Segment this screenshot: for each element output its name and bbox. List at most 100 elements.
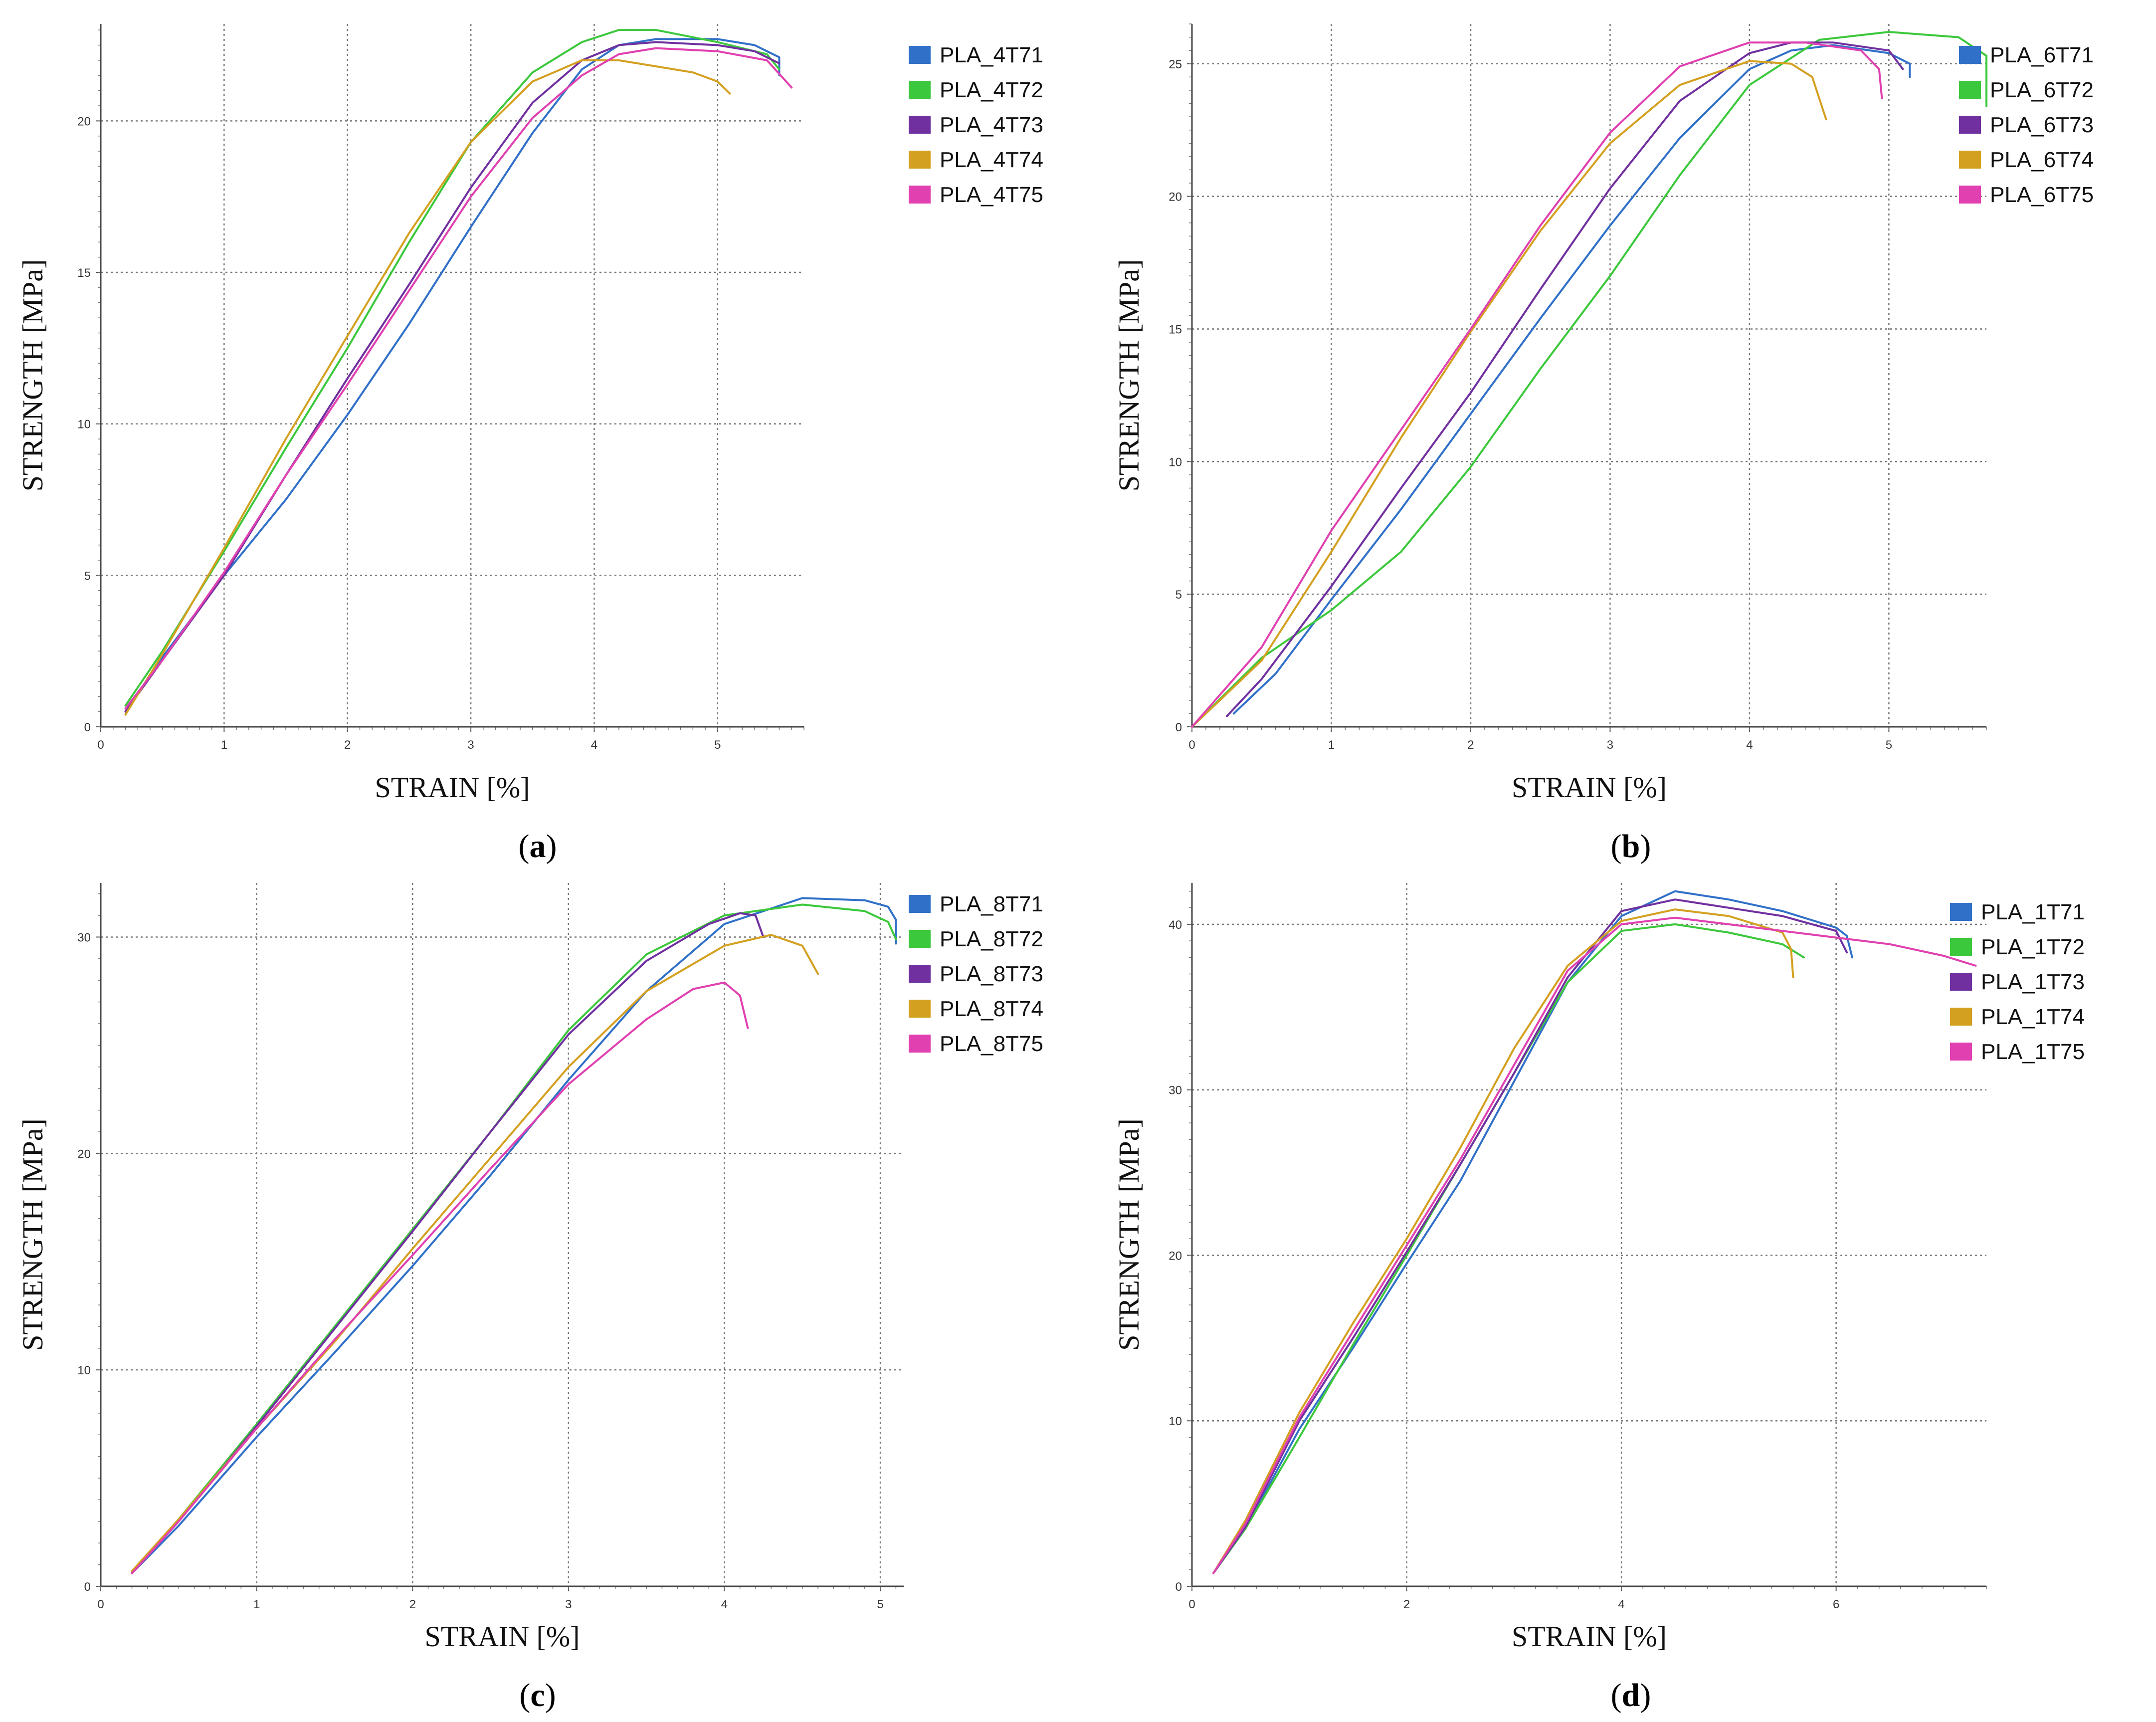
panel-caption-letter: b bbox=[1622, 828, 1640, 864]
chart-panel-a: 0 1 2 3 4 5 0 5 10 15 20 PLA_4T71 PLA_4T72 PLA_4T73 PL… bbox=[16, 24, 1043, 864]
panel-caption-letter: c bbox=[530, 1677, 545, 1714]
x-tick-label: 0 bbox=[97, 738, 104, 752]
y-tick-label: 10 bbox=[77, 1364, 91, 1377]
chart-panel-b: 0 1 2 3 4 5 0 5 10 15 20 25 PLA_6T71 PLA_6T72 PLA_6T73… bbox=[1113, 23, 2094, 864]
x-tick-label: 5 bbox=[1886, 738, 1892, 752]
x-tick-label: 1 bbox=[253, 1598, 260, 1611]
legend-swatch bbox=[909, 965, 931, 983]
x-axis-title: STRAIN [%] bbox=[1512, 1620, 1667, 1653]
legend-label: PLA_6T75 bbox=[1990, 183, 2094, 207]
series-line-pla-8t72 bbox=[131, 903, 897, 1574]
y-tick-label: 15 bbox=[77, 266, 91, 280]
series-line-pla-8t71 bbox=[131, 897, 897, 1574]
series-line-pla-4t71 bbox=[124, 38, 781, 713]
legend-label: PLA_8T75 bbox=[940, 1032, 1043, 1056]
y-tick-label: 30 bbox=[77, 931, 91, 944]
x-tick-label: 0 bbox=[97, 1598, 104, 1611]
legend-swatch bbox=[1959, 151, 1981, 169]
legend-label: PLA_6T73 bbox=[1990, 113, 2094, 137]
x-axis-title: STRAIN [%] bbox=[1512, 771, 1667, 804]
x-tick-label: 4 bbox=[1618, 1598, 1624, 1611]
legend-label: PLA_8T73 bbox=[940, 962, 1043, 986]
legend-swatch bbox=[1959, 116, 1981, 134]
legend-label: PLA_1T73 bbox=[1981, 970, 2085, 994]
y-tick-label: 5 bbox=[1176, 588, 1182, 602]
legend-swatch bbox=[1950, 1043, 1972, 1061]
x-tick-label: 4 bbox=[591, 738, 597, 752]
series-line-pla-4t72 bbox=[124, 29, 781, 707]
y-axis-title: STRENGTH [MPa] bbox=[16, 1118, 49, 1351]
series-line-pla-4t73 bbox=[124, 41, 781, 713]
legend-swatch bbox=[909, 895, 931, 913]
legend-swatch bbox=[909, 930, 931, 948]
legend-label: PLA_4T74 bbox=[940, 148, 1043, 172]
legend-swatch bbox=[1950, 1008, 1972, 1026]
legend-swatch bbox=[1959, 46, 1981, 64]
x-tick-label: 0 bbox=[1188, 1598, 1195, 1611]
legend-label: PLA_8T72 bbox=[940, 927, 1043, 951]
legend-label: PLA_6T72 bbox=[1990, 78, 2094, 102]
legend-swatch bbox=[909, 46, 931, 64]
series-line-pla-6t73 bbox=[1225, 41, 1904, 717]
series-line-pla-6t75 bbox=[1191, 41, 1883, 728]
y-axis-title: STRENGTH [MPa] bbox=[16, 259, 49, 492]
y-tick-label: 10 bbox=[77, 418, 91, 431]
panel-caption-letter: a bbox=[530, 828, 546, 864]
legend-label: PLA_6T74 bbox=[1990, 148, 2094, 172]
x-tick-label: 2 bbox=[1403, 1598, 1410, 1611]
legend-swatch bbox=[909, 151, 931, 169]
legend-label: PLA_6T71 bbox=[1990, 43, 2094, 67]
legend-label: PLA_1T72 bbox=[1981, 935, 2085, 959]
panel-caption: (c) bbox=[519, 1677, 556, 1714]
x-tick-label: 1 bbox=[221, 738, 227, 752]
series-line-pla-8t75 bbox=[131, 981, 749, 1574]
legend-swatch bbox=[909, 81, 931, 99]
legend-swatch bbox=[909, 1000, 931, 1018]
y-tick-label: 0 bbox=[84, 721, 91, 734]
panel-caption: (b) bbox=[1611, 828, 1651, 864]
legend-swatch bbox=[909, 116, 931, 134]
y-tick-label: 20 bbox=[1169, 191, 1182, 204]
series-line-pla-6t74 bbox=[1191, 60, 1827, 728]
y-tick-label: 10 bbox=[1169, 1415, 1182, 1428]
x-tick-label: 5 bbox=[877, 1598, 883, 1611]
y-tick-label: 30 bbox=[1169, 1084, 1182, 1097]
x-tick-label: 4 bbox=[1746, 738, 1753, 752]
x-tick-label: 4 bbox=[721, 1598, 728, 1611]
legend-label: PLA_1T71 bbox=[1981, 900, 2085, 924]
x-axis-title: STRAIN [%] bbox=[425, 1620, 580, 1653]
x-tick-label: 2 bbox=[1467, 738, 1474, 752]
series-line-pla-6t72 bbox=[1191, 31, 1987, 728]
y-tick-label: 0 bbox=[1176, 721, 1182, 734]
chart-panel-d: 0 2 4 6 0 10 20 30 40 PLA_1T71 PLA_1T72 PLA_1T73 PLA… bbox=[1113, 883, 2085, 1714]
legend-swatch bbox=[909, 186, 931, 204]
x-axis-title: STRAIN [%] bbox=[375, 771, 530, 804]
legend-swatch bbox=[1959, 186, 1981, 204]
y-tick-label: 10 bbox=[1169, 455, 1182, 469]
y-tick-label: 0 bbox=[84, 1580, 91, 1594]
legend-label: PLA_1T74 bbox=[1981, 1005, 2085, 1029]
y-axis-title: STRENGTH [MPa] bbox=[1113, 1118, 1145, 1351]
legend-swatch bbox=[909, 1035, 931, 1053]
series-line-pla-1t75 bbox=[1212, 916, 1977, 1574]
panel-caption-letter: d bbox=[1622, 1677, 1640, 1714]
series-line-pla-1t73 bbox=[1212, 898, 1848, 1574]
panel-caption: (a) bbox=[519, 828, 557, 864]
legend-label: PLA_4T71 bbox=[940, 43, 1043, 67]
panel-caption: (d) bbox=[1611, 1677, 1651, 1714]
y-tick-label: 5 bbox=[84, 569, 91, 583]
legend-label: PLA_1T75 bbox=[1981, 1040, 2085, 1064]
x-tick-label: 0 bbox=[1188, 738, 1195, 752]
series-line-pla-1t72 bbox=[1212, 923, 1805, 1574]
series-line-pla-1t74 bbox=[1212, 908, 1794, 1574]
series-line-pla-8t74 bbox=[131, 934, 819, 1572]
legend-swatch bbox=[1950, 938, 1972, 956]
legend-label: PLA_4T72 bbox=[940, 78, 1043, 102]
series-line-pla-8t73 bbox=[131, 912, 765, 1574]
x-tick-label: 1 bbox=[1328, 738, 1335, 752]
y-tick-label: 20 bbox=[77, 1147, 91, 1161]
x-tick-label: 3 bbox=[467, 738, 474, 752]
legend-swatch bbox=[1950, 973, 1972, 991]
y-tick-label: 20 bbox=[1169, 1249, 1182, 1263]
legend-swatch bbox=[1950, 903, 1972, 921]
